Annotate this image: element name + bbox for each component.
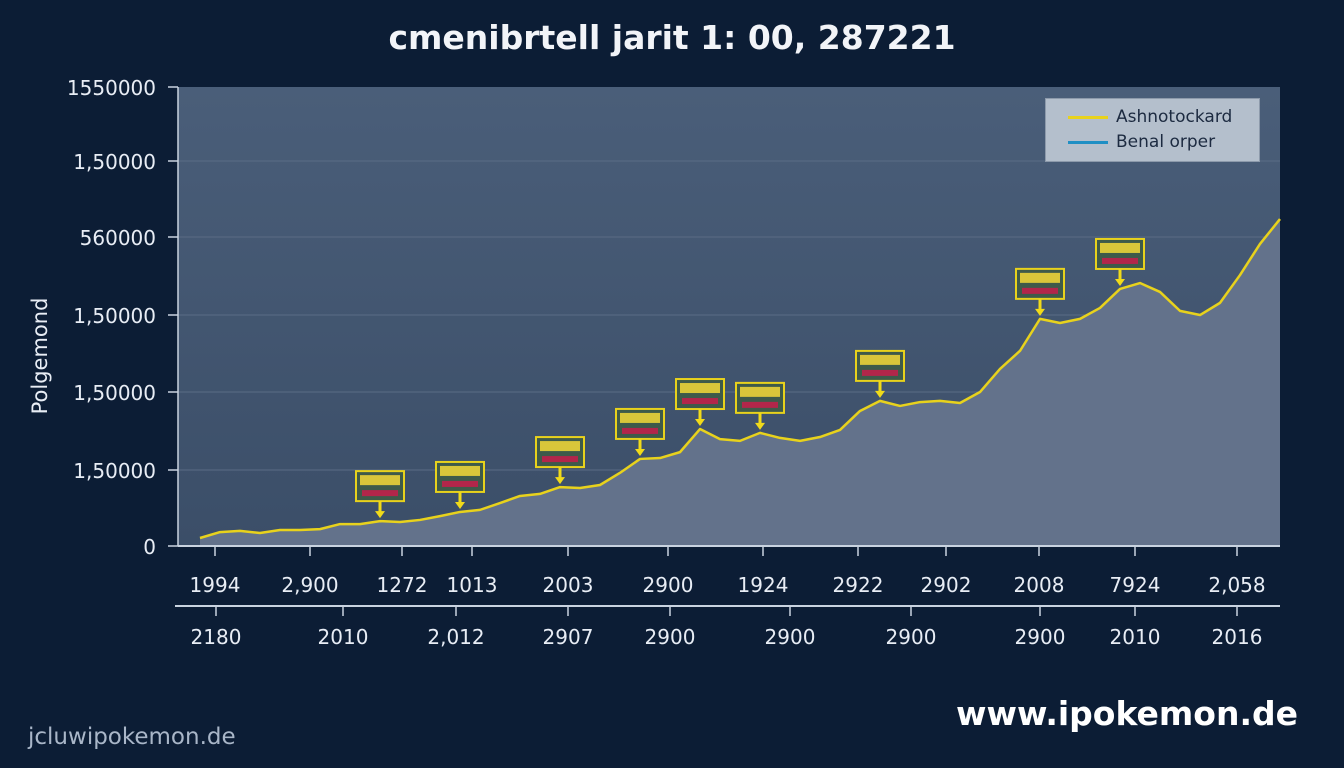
pokemon-card-icon [435, 460, 485, 509]
x-tick-label: 2922 [833, 573, 884, 597]
y-tick-label: 1,50000 [73, 150, 156, 174]
y-tick-label: 1550000 [67, 76, 156, 100]
x-tick-label-secondary: 2010 [318, 625, 369, 649]
x-tick-label-secondary: 2900 [1015, 625, 1066, 649]
y-tick-label: 0 [143, 535, 156, 559]
x-tick-label: 1013 [447, 573, 498, 597]
x-tick-label-secondary: 2010 [1110, 625, 1161, 649]
pokemon-card-icon [735, 381, 785, 430]
x-tick-label: 1924 [738, 573, 789, 597]
pokemon-card-icon [675, 378, 725, 427]
arrow-down-icon [875, 390, 885, 398]
x-tick-label-secondary: 2907 [543, 625, 594, 649]
legend-label: Benal orper [1116, 132, 1216, 152]
x-tick-label: 1994 [190, 573, 241, 597]
y-tick-label: 1,50000 [73, 381, 156, 405]
marker-banner [362, 490, 398, 497]
arrow-down-icon [455, 501, 465, 509]
footer-website: www.ipokemon.de [955, 694, 1298, 733]
y-tick-label: 1,50000 [73, 304, 156, 328]
pokemon-card-icon [535, 436, 585, 485]
legend-label: Ashnotockard [1116, 107, 1233, 127]
marker-banner [862, 369, 898, 376]
x-tick-label: 2003 [543, 573, 594, 597]
marker-logo [620, 412, 660, 423]
legend-swatch [1068, 115, 1108, 119]
arrow-down-icon [755, 422, 765, 430]
arrow-down-icon [375, 511, 385, 519]
x-tick-label-secondary: 2900 [886, 625, 937, 649]
arrow-down-icon [1115, 278, 1125, 286]
x-tick-label: 7924 [1110, 573, 1161, 597]
marker-banner [542, 456, 578, 463]
marker-logo [540, 441, 580, 452]
legend-item-ashnotockard: Ashnotockard [1068, 107, 1232, 127]
x-tick-label-secondary: 2900 [645, 625, 696, 649]
y-axis-label: Polgemond [28, 298, 52, 415]
marker-logo [1020, 272, 1060, 283]
marker-banner [682, 398, 718, 405]
area-fill [200, 219, 1280, 546]
pokemon-card-icon [1095, 237, 1145, 286]
marker-logo [1100, 242, 1140, 253]
arrow-down-icon [635, 448, 645, 456]
pokemon-card-icon [1015, 267, 1065, 316]
legend: Ashnotockard Benal orper [1045, 98, 1260, 162]
x-tick-label-secondary: 2900 [765, 625, 816, 649]
marker-banner [742, 401, 778, 408]
pokemon-card-icon [355, 470, 405, 519]
x-tick-label: 1272 [377, 573, 428, 597]
pokemon-card-icon [855, 349, 905, 398]
footer-watermark-left: jcluwipokemon.de [28, 724, 236, 750]
arrow-down-icon [1035, 308, 1045, 316]
x-tick-label-secondary: 2180 [191, 625, 242, 649]
chart-title: cmenibrtell jarit 1: 00, 287221 [388, 18, 956, 57]
y-tick-label: 560000 [80, 226, 156, 250]
marker-logo [860, 354, 900, 365]
legend-item-benal-orper: Benal orper [1068, 132, 1215, 152]
marker-logo [740, 386, 780, 397]
marker-banner [1022, 287, 1058, 294]
marker-logo [440, 465, 480, 476]
marker-logo [360, 475, 400, 486]
x-tick-label: 2,058 [1208, 573, 1265, 597]
pokemon-card-icon [615, 407, 665, 456]
x-tick-label-secondary: 2016 [1212, 625, 1263, 649]
legend-swatch [1068, 140, 1108, 144]
marker-logo [680, 383, 720, 394]
arrow-down-icon [695, 419, 705, 427]
x-tick-label: 2902 [921, 573, 972, 597]
marker-banner [442, 480, 478, 487]
x-tick-label: 2900 [643, 573, 694, 597]
marker-banner [622, 427, 658, 434]
x-tick-label-secondary: 2,012 [427, 625, 484, 649]
marker-banner [1102, 257, 1138, 264]
y-tick-label: 1,50000 [73, 459, 156, 483]
x-tick-label: 2008 [1014, 573, 1065, 597]
x-tick-label: 2,900 [281, 573, 338, 597]
arrow-down-icon [555, 477, 565, 485]
